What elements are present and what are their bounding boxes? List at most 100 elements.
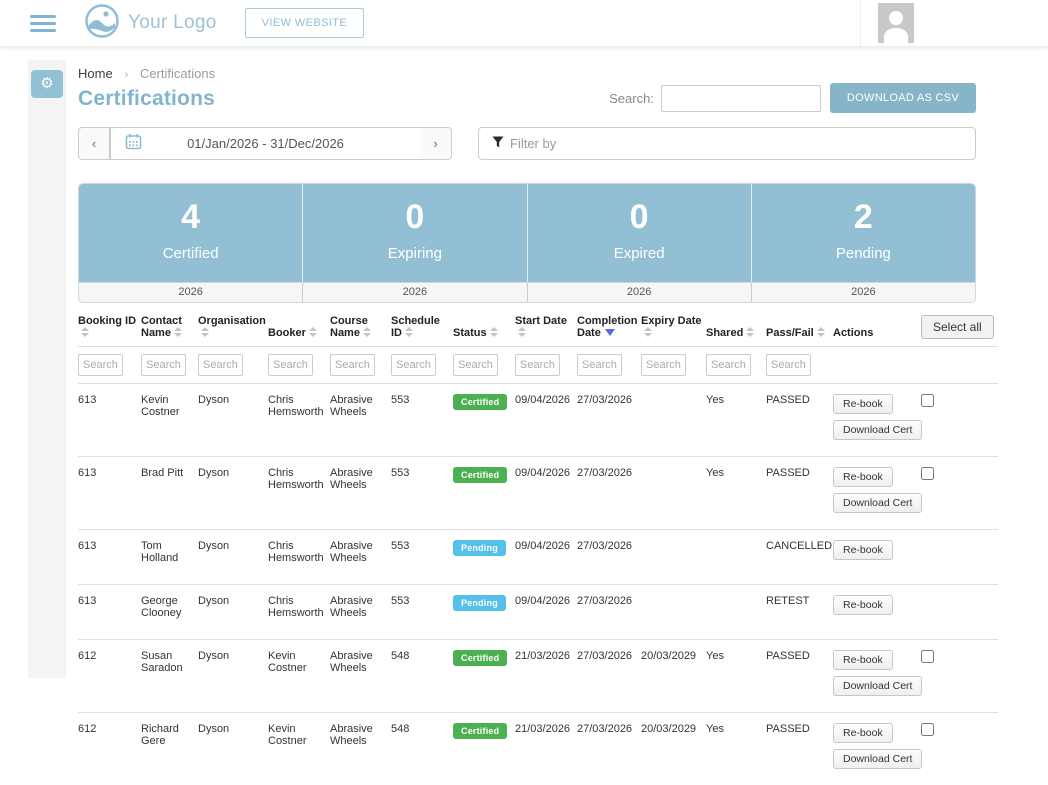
cell-course-name: Abrasive Wheels <box>330 712 391 785</box>
column-header-schedule-id[interactable]: Schedule ID <box>391 315 453 347</box>
download-cert-button[interactable]: Download Cert <box>833 493 922 513</box>
cell-start-date: 09/04/2026 <box>515 456 577 529</box>
cell-course-name: Abrasive Wheels <box>330 383 391 456</box>
settings-gear-button[interactable]: ⚙ <box>31 70 63 98</box>
rebook-button[interactable]: Re-book <box>833 650 893 670</box>
search-input[interactable] <box>661 85 821 112</box>
column-header-course-name[interactable]: Course Name <box>330 315 391 347</box>
cell-start-date: 21/03/2026 <box>515 639 577 712</box>
cell-shared: Yes <box>706 456 766 529</box>
cell-start-date: 09/04/2026 <box>515 529 577 584</box>
column-search-organisation[interactable] <box>198 354 243 376</box>
row-checkbox[interactable] <box>921 650 934 663</box>
top-bar: Your Logo VIEW WEBSITE <box>0 0 1048 47</box>
cell-select <box>921 529 998 584</box>
stat-value: 4 <box>79 197 302 238</box>
column-header-booker[interactable]: Booker <box>268 315 330 347</box>
filter-placeholder: Filter by <box>510 136 556 151</box>
cell-booker: Chris Hemsworth <box>268 529 330 584</box>
cell-booking-id: 613 <box>78 383 141 456</box>
column-header-expiry-date[interactable]: Expiry Date <box>641 315 706 347</box>
rebook-button[interactable]: Re-book <box>833 467 893 487</box>
cell-expiry-date: 20/03/2029 <box>641 712 706 785</box>
funnel-icon <box>492 135 504 153</box>
rebook-button[interactable]: Re-book <box>833 595 893 615</box>
cell-organisation: Dyson <box>198 639 268 712</box>
toolbar: ‹ 01/Jan/2026 - 31/Dec/2026 › <box>78 127 998 160</box>
cell-course-name: Abrasive Wheels <box>330 639 391 712</box>
cell-completion-date: 27/03/2026 <box>577 584 641 639</box>
cell-completion-date: 27/03/2026 <box>577 712 641 785</box>
column-header-organisation[interactable]: Organisation <box>198 315 268 347</box>
cell-booker: Kevin Costner <box>268 639 330 712</box>
column-search-expiry-date[interactable] <box>641 354 686 376</box>
date-next-button[interactable]: › <box>420 127 452 160</box>
cell-booker: Chris Hemsworth <box>268 383 330 456</box>
row-checkbox[interactable] <box>921 723 934 736</box>
row-checkbox[interactable] <box>921 467 934 480</box>
column-search-contact-name[interactable] <box>141 354 186 376</box>
status-badge: Pending <box>453 595 506 611</box>
view-website-button[interactable]: VIEW WEBSITE <box>245 8 364 38</box>
column-search-pass-fail[interactable] <box>766 354 811 376</box>
cell-actions: Re-book Download Cert <box>833 383 921 456</box>
cell-organisation: Dyson <box>198 456 268 529</box>
column-header-contact-name[interactable]: Contact Name <box>141 315 198 347</box>
column-search-course-name[interactable] <box>330 354 375 376</box>
column-header-booking-id[interactable]: Booking ID <box>78 315 141 347</box>
download-cert-button[interactable]: Download Cert <box>833 420 922 440</box>
cell-organisation: Dyson <box>198 383 268 456</box>
logo[interactable]: Your Logo <box>84 3 217 44</box>
column-header-pass-fail[interactable]: Pass/Fail <box>766 315 833 347</box>
column-header-shared[interactable]: Shared <box>706 315 766 347</box>
download-cert-button[interactable]: Download Cert <box>833 749 922 769</box>
breadcrumb-home-link[interactable]: Home <box>78 66 113 81</box>
cell-contact-name: Susan Saradon <box>141 639 198 712</box>
cell-expiry-date <box>641 529 706 584</box>
hamburger-menu-icon[interactable] <box>30 11 56 36</box>
breadcrumb: Home › Certifications <box>78 66 215 81</box>
column-search-schedule-id[interactable] <box>391 354 436 376</box>
row-checkbox[interactable] <box>921 394 934 407</box>
rebook-button[interactable]: Re-book <box>833 540 893 560</box>
column-search-booker[interactable] <box>268 354 313 376</box>
filter-input[interactable]: Filter by <box>478 127 976 160</box>
column-header-start-date[interactable]: Start Date <box>515 315 577 347</box>
cell-completion-date: 27/03/2026 <box>577 456 641 529</box>
user-avatar[interactable] <box>878 3 914 43</box>
download-cert-button[interactable]: Download Cert <box>833 676 922 696</box>
column-search-shared[interactable] <box>706 354 751 376</box>
cell-contact-name: George Clooney <box>141 584 198 639</box>
download-csv-button[interactable]: DOWNLOAD AS CSV <box>830 83 976 113</box>
column-header-completion-date[interactable]: Completion Date <box>577 315 641 347</box>
cell-course-name: Abrasive Wheels <box>330 584 391 639</box>
rebook-button[interactable]: Re-book <box>833 394 893 414</box>
date-range-picker: ‹ 01/Jan/2026 - 31/Dec/2026 › <box>78 127 452 160</box>
column-search-booking-id[interactable] <box>78 354 123 376</box>
cell-start-date: 21/03/2026 <box>515 712 577 785</box>
gear-icon: ⚙ <box>40 75 53 92</box>
rebook-button[interactable]: Re-book <box>833 723 893 743</box>
avatar-icon <box>889 11 903 25</box>
date-range-display[interactable]: 01/Jan/2026 - 31/Dec/2026 <box>110 127 420 160</box>
logo-text: Your Logo <box>128 12 217 34</box>
column-search-completion-date[interactable] <box>577 354 622 376</box>
date-prev-button[interactable]: ‹ <box>78 127 110 160</box>
cell-booker: Kevin Costner <box>268 712 330 785</box>
column-header-status[interactable]: Status <box>453 315 515 347</box>
cell-booking-id: 613 <box>78 584 141 639</box>
cell-actions: Re-book <box>833 529 921 584</box>
cell-booking-id: 612 <box>78 639 141 712</box>
main-content: Home › Certifications Certifications Sea… <box>78 47 998 785</box>
sort-arrows-icon <box>817 327 825 337</box>
stat-value: 0 <box>528 197 751 238</box>
column-search-status[interactable] <box>453 354 498 376</box>
status-badge: Certified <box>453 394 507 410</box>
column-search-start-date[interactable] <box>515 354 560 376</box>
cell-pass-fail: PASSED <box>766 383 833 456</box>
select-all-button[interactable]: Select all <box>921 315 994 339</box>
